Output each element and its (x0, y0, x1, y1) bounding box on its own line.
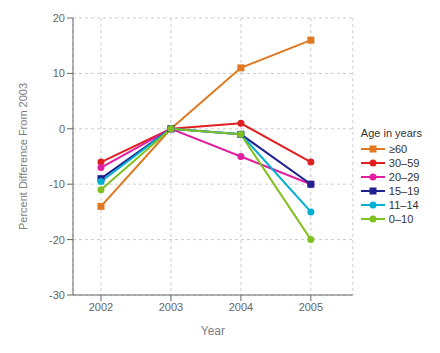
svg-text:2002: 2002 (89, 301, 113, 313)
svg-text:Percent Difference From 2003: Percent Difference From 2003 (17, 83, 29, 230)
html-text:15–19: 15–19 (388, 184, 420, 197)
html-text:30–59: 30–59 (388, 156, 420, 169)
svg-text:Year: Year (201, 324, 225, 338)
svg-text:10: 10 (53, 67, 65, 79)
html-text:≥60: ≥60 (388, 142, 408, 155)
html-text:11–14: 11–14 (388, 198, 419, 211)
svg-text:2004: 2004 (229, 301, 253, 313)
svg-text:-20: -20 (49, 234, 65, 246)
html-text:Age in years: Age in years (360, 126, 422, 139)
svg-text:2005: 2005 (299, 301, 323, 313)
svg-text:2003: 2003 (159, 301, 183, 313)
svg-text:0: 0 (59, 123, 65, 135)
html-text:0–10: 0–10 (388, 212, 414, 225)
svg-text:-30: -30 (49, 289, 65, 301)
svg-text:-10: -10 (49, 178, 65, 190)
html-text:20–29: 20–29 (388, 170, 420, 183)
svg-text:20: 20 (53, 12, 65, 24)
